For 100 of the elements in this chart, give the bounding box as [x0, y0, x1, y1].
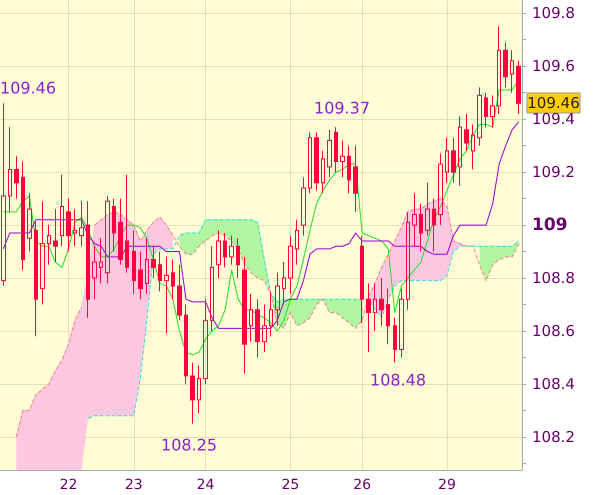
x-tick-label: 22	[60, 477, 78, 493]
candlestick	[399, 288, 404, 358]
candlestick	[79, 200, 84, 247]
candlestick	[308, 132, 312, 194]
x-tick-label: 29	[438, 477, 456, 493]
x-tick-label: 25	[281, 477, 300, 493]
candlestick	[92, 246, 97, 300]
candlestick	[1, 102, 6, 286]
candlestick	[53, 208, 58, 263]
y-tick-label: 108.8	[532, 269, 575, 288]
candlestick	[490, 94, 495, 128]
x-tick-label: 26	[353, 477, 372, 493]
candlestick	[451, 137, 456, 184]
line-series	[2, 121, 520, 329]
candlestick	[419, 203, 423, 252]
candlestick	[86, 200, 90, 318]
candlestick	[132, 230, 136, 294]
candlestick	[40, 200, 45, 306]
candlestick	[386, 288, 390, 345]
candlestick	[458, 116, 462, 186]
candlestick	[34, 219, 38, 337]
candlestick	[99, 238, 103, 284]
x-tick-label: 23	[124, 477, 143, 493]
candlestick	[516, 60, 521, 114]
y-tick-label: 108.6	[532, 322, 575, 340]
candlestick	[60, 174, 64, 247]
candlestick	[347, 145, 351, 194]
candlestick	[432, 198, 436, 252]
candlestick	[203, 298, 208, 384]
candlestick	[105, 195, 110, 284]
candlestick	[464, 113, 469, 152]
candlestick	[484, 92, 488, 128]
candlestick	[314, 132, 319, 192]
candlestick	[249, 293, 253, 342]
candlestick	[295, 219, 299, 266]
candlestick	[471, 124, 475, 170]
candlestick	[210, 246, 214, 332]
candlestick	[334, 126, 338, 173]
text: 109.46	[527, 94, 580, 112]
candlestick	[497, 26, 501, 114]
y-tick-label: 109.2	[532, 163, 575, 182]
candlestick	[125, 174, 129, 274]
candlestick	[223, 232, 227, 268]
candlestick	[353, 145, 358, 212]
candlestick	[340, 140, 345, 178]
candlestick	[164, 256, 169, 334]
candlestick	[438, 153, 443, 226]
candlestick	[373, 282, 377, 332]
candlestick	[177, 264, 182, 321]
candlestick	[425, 182, 430, 236]
candlestick	[138, 251, 143, 300]
candlestick	[14, 156, 19, 200]
candlestick	[158, 251, 162, 292]
candlestick	[269, 290, 273, 337]
y-tick-label: 109.6	[532, 57, 575, 76]
line-series	[88, 219, 520, 419]
annotation: 108.25	[161, 436, 217, 454]
candlestick	[321, 150, 325, 194]
y-tick-label: 108.4	[532, 374, 575, 393]
candlestick	[184, 304, 188, 384]
candlestick	[275, 272, 280, 326]
y-tick-label: 109.8	[532, 4, 575, 22]
candlestick	[229, 235, 234, 266]
candlestick	[47, 224, 51, 266]
candlestick	[360, 235, 364, 324]
candlestick	[282, 262, 286, 306]
candlestick	[412, 192, 417, 247]
candlestick	[379, 278, 384, 326]
annotation: 109.37	[314, 98, 370, 118]
candlestick	[112, 198, 116, 252]
candlestick	[255, 298, 260, 358]
candlestick	[236, 238, 240, 279]
candlestick	[171, 258, 175, 300]
candlestick	[366, 282, 371, 353]
annotation: 108.48	[370, 370, 426, 390]
candlestick	[73, 208, 77, 247]
candlestick	[216, 230, 221, 279]
candlestick	[477, 86, 482, 146]
candlestick	[301, 176, 306, 236]
candlestick	[66, 198, 71, 252]
y-tick-label: 109.4	[532, 110, 575, 128]
candlestick	[510, 50, 514, 94]
candlestick	[190, 362, 195, 424]
candlestick	[242, 256, 247, 374]
candlestick	[406, 211, 410, 310]
y-tick-label: 109	[532, 215, 568, 236]
annotation: 109.46	[0, 78, 56, 98]
candlestick	[8, 126, 12, 212]
y-tick-label: 108.2	[532, 428, 575, 446]
candlestick	[27, 192, 32, 252]
candlestick	[151, 246, 156, 279]
candlestick	[262, 304, 267, 353]
candlestick	[503, 42, 508, 88]
candlestick	[145, 238, 149, 294]
candlestick	[197, 364, 201, 414]
candlestick	[21, 161, 25, 271]
candlestick	[327, 129, 332, 178]
candlestick	[118, 198, 123, 266]
candlestick	[445, 137, 449, 184]
candlestick	[288, 235, 293, 294]
